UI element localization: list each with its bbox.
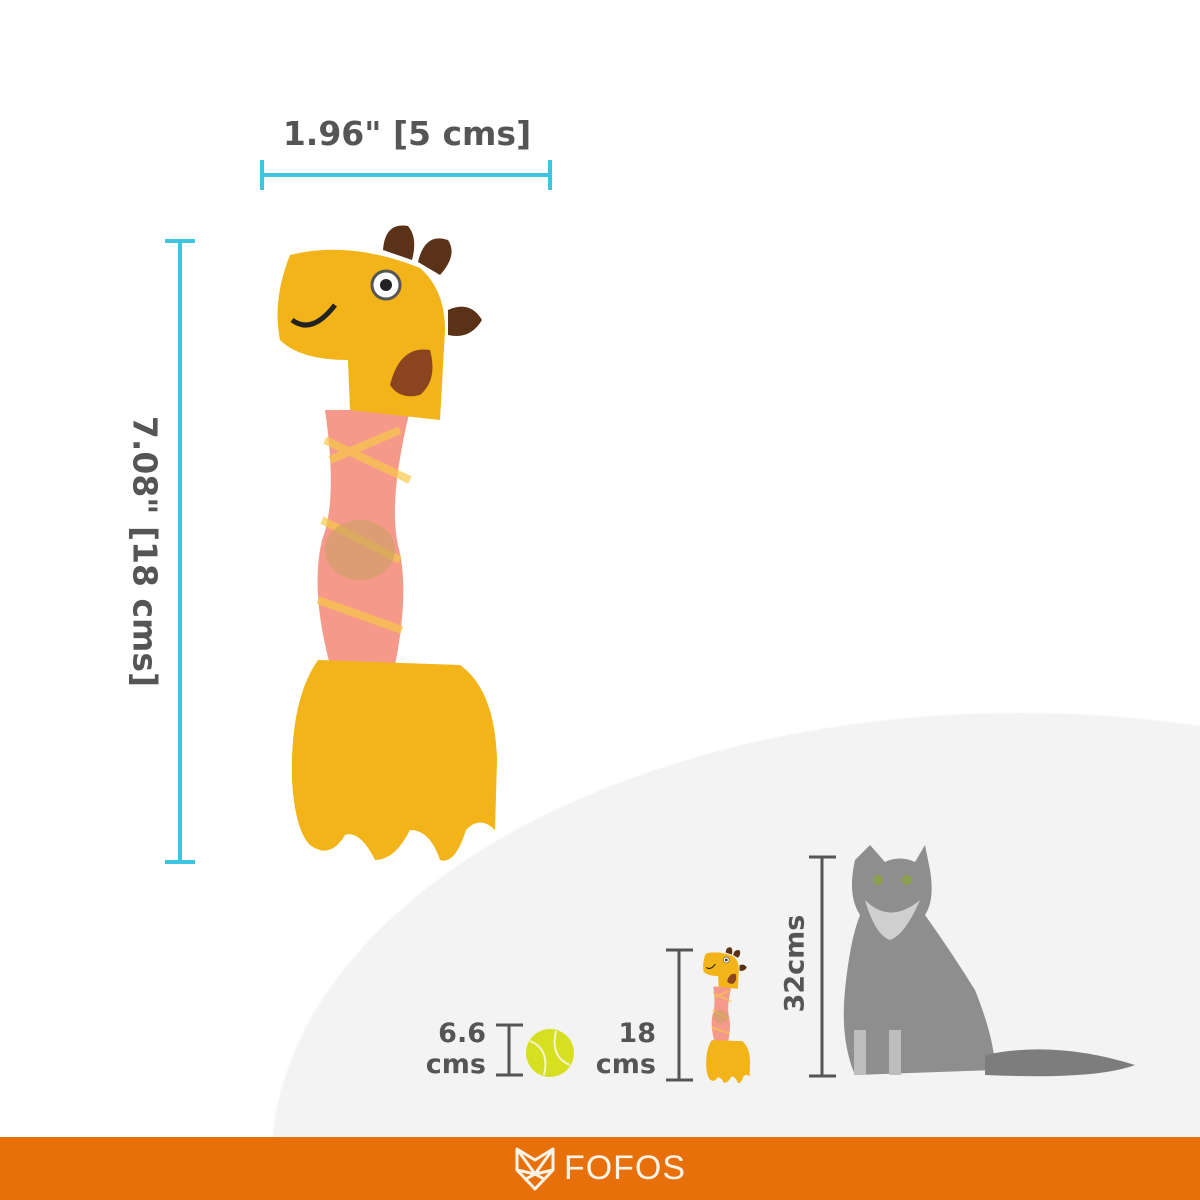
brand-name: FOFOS: [563, 1149, 687, 1187]
ball-measure-line: [496, 1023, 523, 1077]
ball-size-label: 6.6 cms: [410, 1018, 486, 1080]
ball-size-value: 6.6: [438, 1018, 486, 1049]
cat-size-label: 32cms: [779, 914, 811, 1013]
giraffe-toy-small-image: [702, 946, 751, 1084]
width-label: 1.96" [5 cms]: [282, 114, 532, 153]
toy-size-value: 18: [618, 1018, 656, 1049]
width-measure-line: [260, 160, 552, 190]
cat-measure-line: [809, 855, 836, 1078]
giraffe-toy-image: [0, 0, 600, 900]
ball-size-unit: cms: [425, 1049, 486, 1080]
toy-size-label: 18 cms: [580, 1018, 656, 1080]
cat-image: [843, 845, 1135, 1077]
fox-logo-icon: [515, 1147, 555, 1190]
tennis-ball-image: [526, 1029, 574, 1077]
brand-footer: FOFOS: [0, 1137, 1200, 1200]
toy-measure-line: [666, 948, 693, 1082]
height-measure-line: [165, 239, 195, 864]
toy-size-unit: cms: [595, 1049, 656, 1080]
